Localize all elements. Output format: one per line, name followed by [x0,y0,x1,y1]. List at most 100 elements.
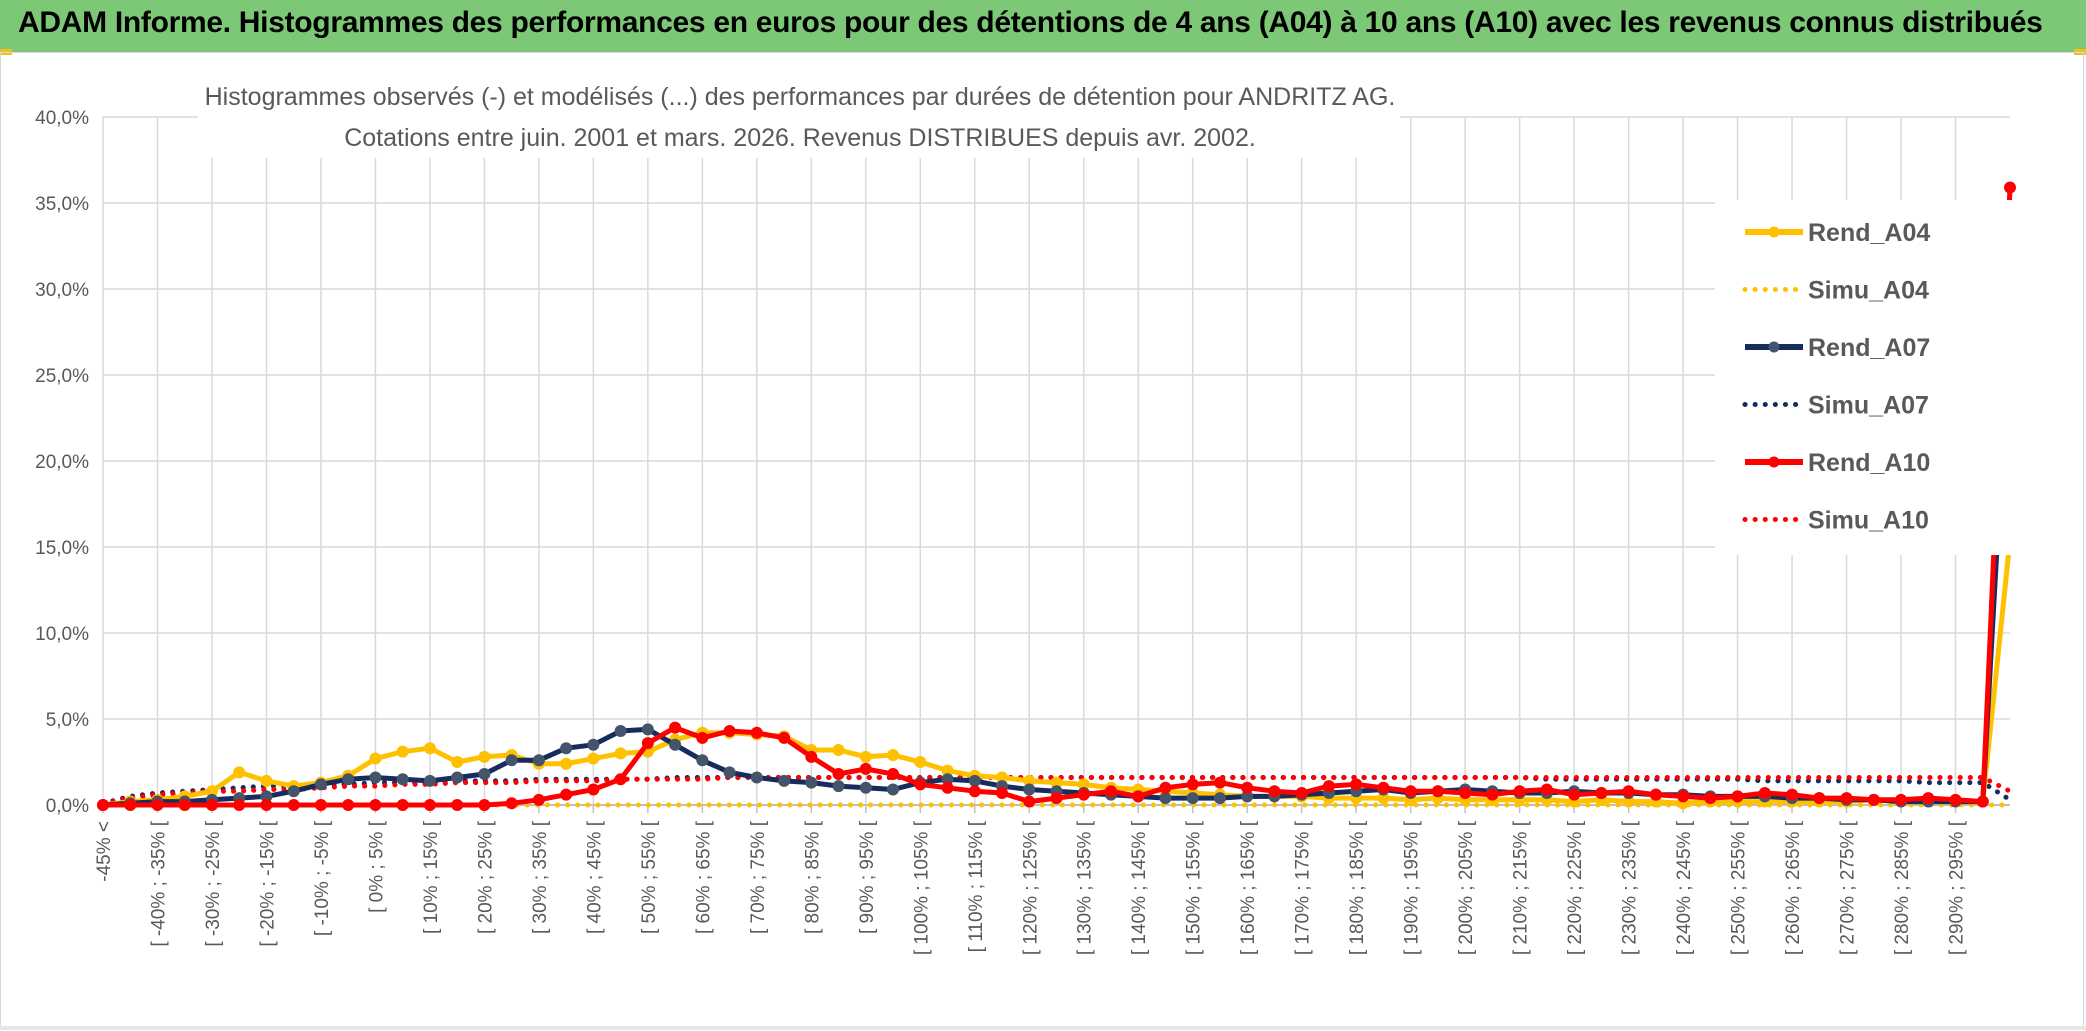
data-point [1023,783,1036,796]
data-point [2004,181,2016,194]
data-point [560,757,573,770]
data-point [1540,783,1553,796]
x-tick-label: [ 130% ; 135% [ [1075,820,1096,955]
x-tick-label: [ 20% ; 25% [ [475,820,496,934]
chart-title-line1: Histogrammes observés (-) et modélisés (… [205,83,1396,111]
bottom-border [0,1026,2086,1030]
chart-title-background [198,78,1400,158]
data-point [1922,792,1935,805]
data-point [1295,786,1308,799]
data-point [778,731,791,744]
data-point [968,774,981,787]
chart-grid [102,116,2010,806]
data-point [478,750,491,763]
data-point [1377,781,1390,794]
data-point [1867,793,1880,806]
x-tick-label: [ 210% ; 215% [ [1511,820,1532,955]
data-point [505,754,518,767]
data-point [369,752,382,765]
data-point [287,785,300,798]
x-tick-label: [ 40% ; 45% [ [584,820,605,934]
data-point [178,799,191,811]
legend-label: Rend_A10 [1808,449,1930,477]
data-point [750,771,763,784]
legend-background [1715,200,2025,555]
data-point [1241,781,1254,794]
legend-label: Simu_A04 [1808,277,1929,305]
data-point [641,723,654,736]
x-tick-label: [ 270% ; 275% [ [1838,820,1859,955]
data-point [1404,785,1417,798]
x-tick-label: [ 10% ; 15% [ [421,820,442,934]
series-rend_a04 [97,534,2016,811]
data-point [696,754,709,767]
data-point [723,766,736,779]
x-tick-label: [ 240% ; 245% [ [1674,820,1695,955]
x-tick-label: [ -20% ; -15% [ [257,820,278,946]
data-point [1159,792,1172,805]
data-point [641,737,654,750]
data-point [614,747,627,760]
x-tick-label: [ -40% ; -35% [ [148,820,169,946]
y-tick-label: 0,0% [46,796,89,817]
data-point [342,773,355,786]
data-point [1895,793,1908,806]
x-tick-label: [ 150% ; 155% [ [1184,820,1205,955]
chart-title-line2: Cotations entre juin. 2001 et mars. 2026… [344,124,1256,152]
data-point [587,738,600,751]
x-tick-label: [ 200% ; 205% [ [1456,820,1477,955]
data-point [1622,785,1635,798]
legend-label: Simu_A10 [1808,507,1929,535]
data-point [1322,780,1335,793]
data-point [859,762,872,775]
data-point [587,783,600,796]
data-point [1758,786,1771,799]
data-point [1840,792,1853,805]
y-tick-label: 30,0% [35,280,89,301]
data-point [287,799,300,811]
data-point [124,799,137,811]
x-tick-label: [ 190% ; 195% [ [1402,820,1423,955]
data-point [587,752,600,765]
data-point [1649,788,1662,801]
y-tick-label: 10,0% [35,624,89,645]
x-tick-label: [ 280% ; 285% [ [1892,820,1913,955]
data-point [560,788,573,801]
data-point [614,773,627,786]
legend-item-simu_a04: Simu_A04 [1742,277,1929,305]
data-point [778,774,791,787]
data-point [696,731,709,744]
data-point [1186,778,1199,791]
data-point [369,771,382,784]
data-point [97,799,109,811]
data-point [887,749,900,762]
series-rend_a10 [97,181,2016,811]
x-tick-label: [ 180% ; 185% [ [1347,820,1368,955]
data-point [914,778,927,791]
x-tick-label: [ 120% ; 125% [ [1020,820,1041,955]
data-point [423,799,436,811]
data-point [1023,795,1036,808]
data-point [996,786,1009,799]
data-point [1677,790,1690,803]
legend-item-rend_a04: Rend_A04 [1745,219,1930,247]
data-point [1486,788,1499,801]
x-tick-label: [ 0% ; 5% [ [366,820,387,913]
data-point [342,799,355,811]
data-point [1077,788,1090,801]
data-point [832,768,845,781]
data-point [151,799,164,811]
report-banner: ADAM Informe. Histogrammes des performan… [0,0,2086,52]
data-point [887,783,900,796]
data-point [1268,785,1281,798]
data-point [260,799,273,811]
data-point [451,756,464,768]
y-axis: 0,0% 5,0% 10,0% 15,0% 20,0% 25,0% 30,0% 35,0% 40… [35,108,89,817]
data-point [260,774,273,787]
x-tick-label: [ 100% ; 105% [ [911,820,932,955]
data-point [1813,792,1826,805]
x-tick-label: [ 80% ; 85% [ [802,820,823,934]
data-point [1213,792,1226,805]
data-point [805,776,818,789]
x-tick-label: [ 250% ; 255% [ [1729,820,1750,955]
